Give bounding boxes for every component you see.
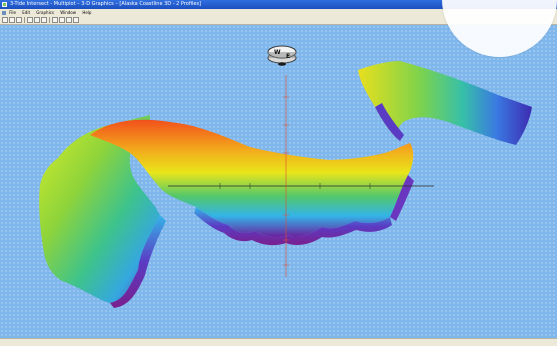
menu-file[interactable]: File	[9, 10, 16, 15]
rotate-icon[interactable]	[34, 17, 40, 23]
terrain-right-cliff	[375, 103, 404, 141]
menu-bar: File Edit Graphics Window Help	[0, 9, 557, 16]
3d-viewport[interactable]: W E	[0, 25, 557, 338]
window-title: 3-Tide Intersect - Multiplot – 3-D Graph…	[10, 1, 202, 7]
shading-icon[interactable]	[52, 17, 58, 23]
toolbar-separator	[24, 17, 25, 23]
zoom-in-icon[interactable]	[2, 17, 8, 23]
menu-help[interactable]: Help	[82, 10, 92, 15]
document-menu-icon[interactable]	[2, 11, 6, 15]
terrain-middle-ridge	[90, 119, 414, 238]
title-bar: 3-Tide Intersect - Multiplot – 3-D Graph…	[0, 0, 557, 9]
terrain-render: W E	[39, 45, 532, 308]
compass-widget[interactable]: W E	[267, 45, 297, 66]
terrain-coast-cliff	[390, 175, 414, 221]
menu-graphics[interactable]: Graphics	[36, 10, 54, 15]
app-icon	[2, 2, 7, 7]
compass-west-label: W	[274, 49, 281, 56]
color-map-icon[interactable]	[66, 17, 72, 23]
zoom-out-icon[interactable]	[9, 17, 15, 23]
terrain-left-cliff	[110, 215, 166, 308]
toolbar-separator	[49, 17, 50, 23]
compass-east-label: E	[286, 53, 290, 60]
menu-window[interactable]: Window	[60, 10, 77, 15]
terrain-right-landmass	[358, 61, 532, 145]
status-bar	[0, 338, 557, 346]
pan-icon[interactable]	[27, 17, 33, 23]
compass-band	[268, 52, 296, 58]
zoom-fit-icon[interactable]	[16, 17, 22, 23]
terrain-middle-cliff	[194, 207, 392, 246]
toolbar	[0, 16, 557, 25]
terrain-left-landmass	[39, 115, 160, 303]
view-3d-icon[interactable]	[41, 17, 47, 23]
export-icon[interactable]	[73, 17, 79, 23]
compass-base	[278, 62, 286, 66]
menu-edit[interactable]: Edit	[22, 10, 31, 15]
settings-icon[interactable]	[59, 17, 65, 23]
